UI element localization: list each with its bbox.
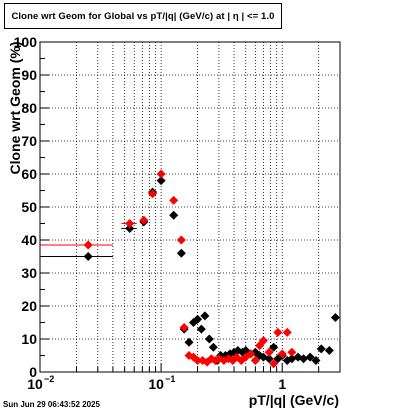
data-point <box>250 355 260 365</box>
data-point <box>179 322 189 332</box>
y-tick-label: 40 <box>21 232 37 248</box>
x-tick-label: 10 <box>27 376 43 392</box>
y-tick-label: 90 <box>21 67 37 83</box>
x-tick-exponent: −1 <box>165 374 175 384</box>
y-tick-label: 80 <box>21 100 37 116</box>
x-axis-label: pT/|q| (GeV/c) <box>249 392 339 408</box>
data-point <box>208 342 218 352</box>
data-point <box>269 342 279 352</box>
timestamp: Sun Jun 29 06:43:52 2025 <box>3 400 100 409</box>
data-point <box>316 344 326 354</box>
data-point <box>125 219 135 228</box>
data-point <box>193 355 203 365</box>
y-tick-label: 50 <box>21 199 37 215</box>
data-point <box>287 347 297 357</box>
data-point <box>204 334 214 344</box>
data-point <box>299 354 309 364</box>
data-point <box>193 314 203 324</box>
data-point <box>125 223 135 233</box>
data-point <box>83 240 93 250</box>
data-point <box>184 337 194 347</box>
data-point <box>269 359 279 369</box>
data-point <box>246 349 256 359</box>
x-tick-label: 1 <box>278 376 286 392</box>
y-axis-label: Clone wrt Geom (%) <box>7 41 23 174</box>
data-point <box>139 215 149 225</box>
y-tick-label: 20 <box>21 298 37 314</box>
data-point <box>200 311 210 321</box>
data-point <box>156 176 166 186</box>
y-tick-label: 0 <box>29 364 37 380</box>
data-point <box>330 313 340 323</box>
data-point <box>264 354 274 364</box>
data-point <box>83 252 93 261</box>
x-tick-exponent: −2 <box>44 374 54 384</box>
y-tick-label: 100 <box>14 34 38 50</box>
y-tick-label: 30 <box>21 265 37 281</box>
data-point <box>324 346 334 356</box>
data-point <box>148 189 158 199</box>
y-tick-label: 10 <box>21 331 37 347</box>
x-tick-label: 10 <box>148 376 164 392</box>
y-tick-label: 70 <box>21 133 37 149</box>
data-point <box>264 347 274 357</box>
data-point <box>305 352 315 362</box>
chart-title-box: Clone wrt Geom for Global vs pT/|q| (GeV… <box>4 3 282 29</box>
data-point <box>169 210 179 220</box>
data-point <box>176 248 186 258</box>
data-marks <box>40 169 340 369</box>
chart-title: Clone wrt Geom for Global vs pT/|q| (GeV… <box>11 10 275 22</box>
y-tick-label: 60 <box>21 166 37 182</box>
data-point <box>277 349 287 359</box>
data-point <box>176 235 186 245</box>
data-point <box>282 327 292 337</box>
data-point <box>273 327 283 337</box>
data-point <box>258 336 268 346</box>
data-point <box>156 169 166 179</box>
data-point <box>196 324 206 334</box>
data-point <box>311 355 321 365</box>
data-point <box>169 195 179 205</box>
data-point <box>287 354 297 364</box>
